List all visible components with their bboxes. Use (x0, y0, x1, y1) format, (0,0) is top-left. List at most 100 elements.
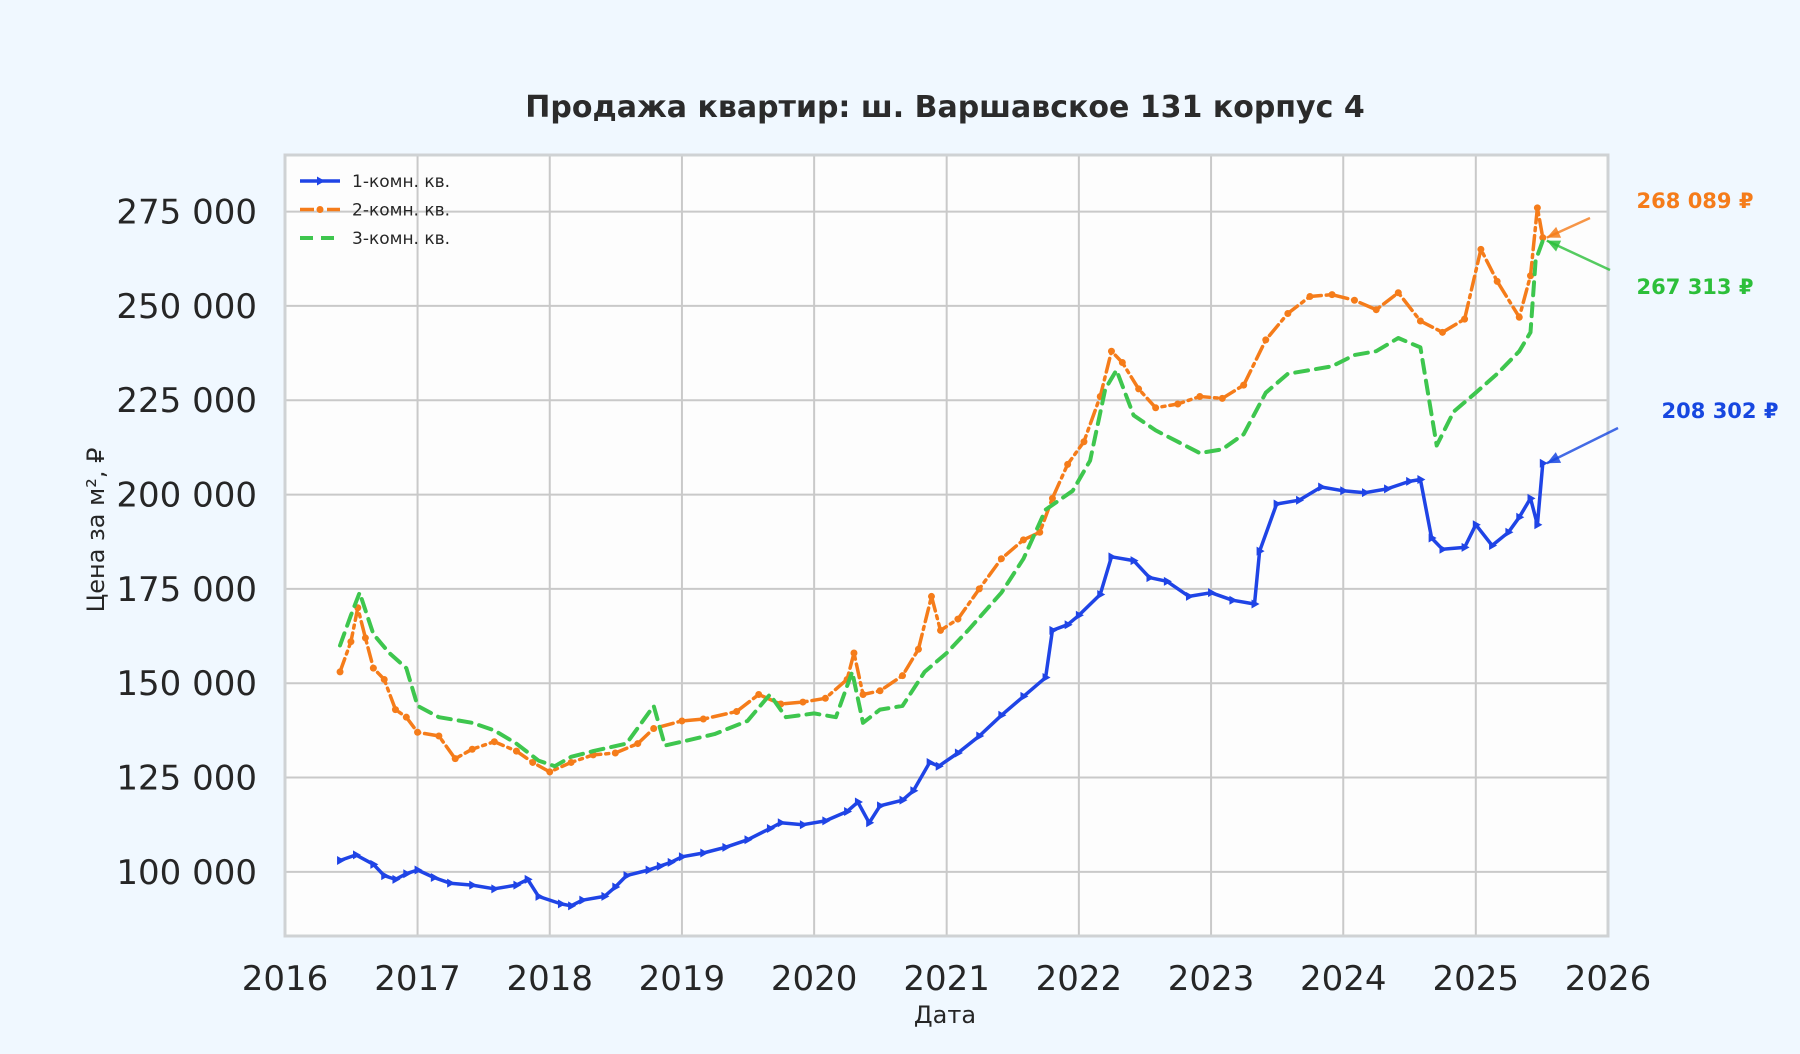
data-point (1135, 385, 1143, 393)
annotation-arrow (1546, 426, 1619, 465)
data-point (1438, 328, 1446, 336)
series-3 (338, 238, 1545, 769)
data-point (391, 706, 399, 714)
data-point (656, 861, 665, 871)
y-tick-label: 275 000 (116, 193, 257, 233)
data-point (403, 869, 412, 879)
data-point (634, 740, 642, 748)
data-point (1306, 292, 1314, 300)
data-point (722, 842, 731, 852)
data-point (1461, 315, 1469, 323)
x-axis-label: Дата (914, 1001, 976, 1029)
data-point (1020, 691, 1029, 701)
data-point (1185, 591, 1194, 601)
data-point (546, 768, 554, 776)
data-point (1533, 204, 1541, 212)
annotation-arrowhead (1546, 240, 1562, 252)
data-point (1340, 486, 1349, 496)
data-point (1461, 542, 1470, 552)
data-point (1318, 482, 1327, 492)
data-point (1240, 381, 1248, 389)
y-tick-label: 200 000 (116, 476, 257, 516)
data-point (1251, 599, 1260, 609)
x-tick-label: 2026 (1565, 959, 1652, 999)
x-tick-label: 2016 (242, 959, 329, 999)
data-point (898, 672, 906, 680)
data-point (361, 634, 369, 642)
data-point (954, 615, 962, 623)
data-point (512, 747, 520, 755)
data-point (1406, 476, 1415, 486)
data-point (954, 748, 963, 758)
x-tick-label: 2018 (506, 959, 593, 999)
data-point (567, 758, 575, 766)
y-tick-label: 175 000 (116, 570, 257, 610)
data-point (611, 749, 619, 757)
data-point (1174, 400, 1182, 408)
data-point (336, 668, 344, 676)
data-point (1472, 520, 1481, 530)
data-point (678, 852, 687, 862)
data-point (392, 874, 401, 884)
data-point (899, 795, 908, 805)
data-point (821, 694, 829, 702)
annotation: 208 302 ₽ (1546, 399, 1779, 465)
data-point (1064, 460, 1072, 468)
legend: 1-комн. кв. 2-комн. кв. 3-комн. кв. (300, 172, 450, 249)
data-point (998, 710, 1007, 720)
data-point (755, 691, 763, 699)
data-point (1049, 625, 1058, 635)
data-point (469, 880, 478, 890)
annotation-arrowhead (1546, 226, 1562, 238)
data-point (645, 865, 654, 875)
data-point (1146, 573, 1155, 583)
data-point (402, 713, 410, 721)
data-point (380, 675, 388, 683)
data-point (513, 880, 522, 890)
y-tick-label: 150 000 (116, 664, 257, 704)
data-point (451, 755, 459, 763)
data-point (799, 698, 807, 706)
data-point (1042, 673, 1051, 683)
data-point (1019, 536, 1027, 544)
data-point (766, 823, 775, 833)
data-point (612, 882, 621, 892)
legend-marker (317, 176, 325, 186)
data-point (926, 757, 935, 767)
data-point (975, 585, 983, 593)
y-axis-label: Цена за м², ₽ (82, 448, 110, 613)
data-point (601, 891, 610, 901)
data-point (1515, 313, 1523, 321)
data-point (352, 850, 361, 860)
data-point (850, 649, 858, 657)
data-point (579, 895, 588, 905)
data-point (430, 873, 439, 883)
data-point (1080, 438, 1088, 446)
data-point (700, 848, 709, 858)
data-point (1108, 552, 1117, 562)
x-tick-label: 2017 (374, 959, 461, 999)
data-point (1394, 289, 1402, 297)
data-point (914, 645, 922, 653)
data-point (1417, 474, 1426, 484)
data-point (1350, 296, 1358, 304)
data-point (744, 835, 753, 845)
x-tick-label: 2022 (1036, 959, 1123, 999)
data-point (1262, 336, 1270, 344)
y-tick-label: 125 000 (116, 759, 257, 799)
annotation-label: 208 302 ₽ (1662, 399, 1779, 423)
data-point (1516, 512, 1525, 522)
x-tick-label: 2019 (639, 959, 726, 999)
data-point (1428, 533, 1437, 543)
data-point (369, 664, 377, 672)
data-point (535, 891, 544, 901)
data-point (699, 715, 707, 723)
data-point (1526, 272, 1534, 280)
data-point (1218, 394, 1226, 402)
chart-title: Продажа квартир: ш. Варшавское 131 корпу… (525, 90, 1364, 125)
x-tick-label: 2024 (1300, 959, 1387, 999)
data-point (910, 786, 919, 796)
x-tick-label: 2025 (1433, 959, 1520, 999)
data-point (1163, 576, 1172, 586)
